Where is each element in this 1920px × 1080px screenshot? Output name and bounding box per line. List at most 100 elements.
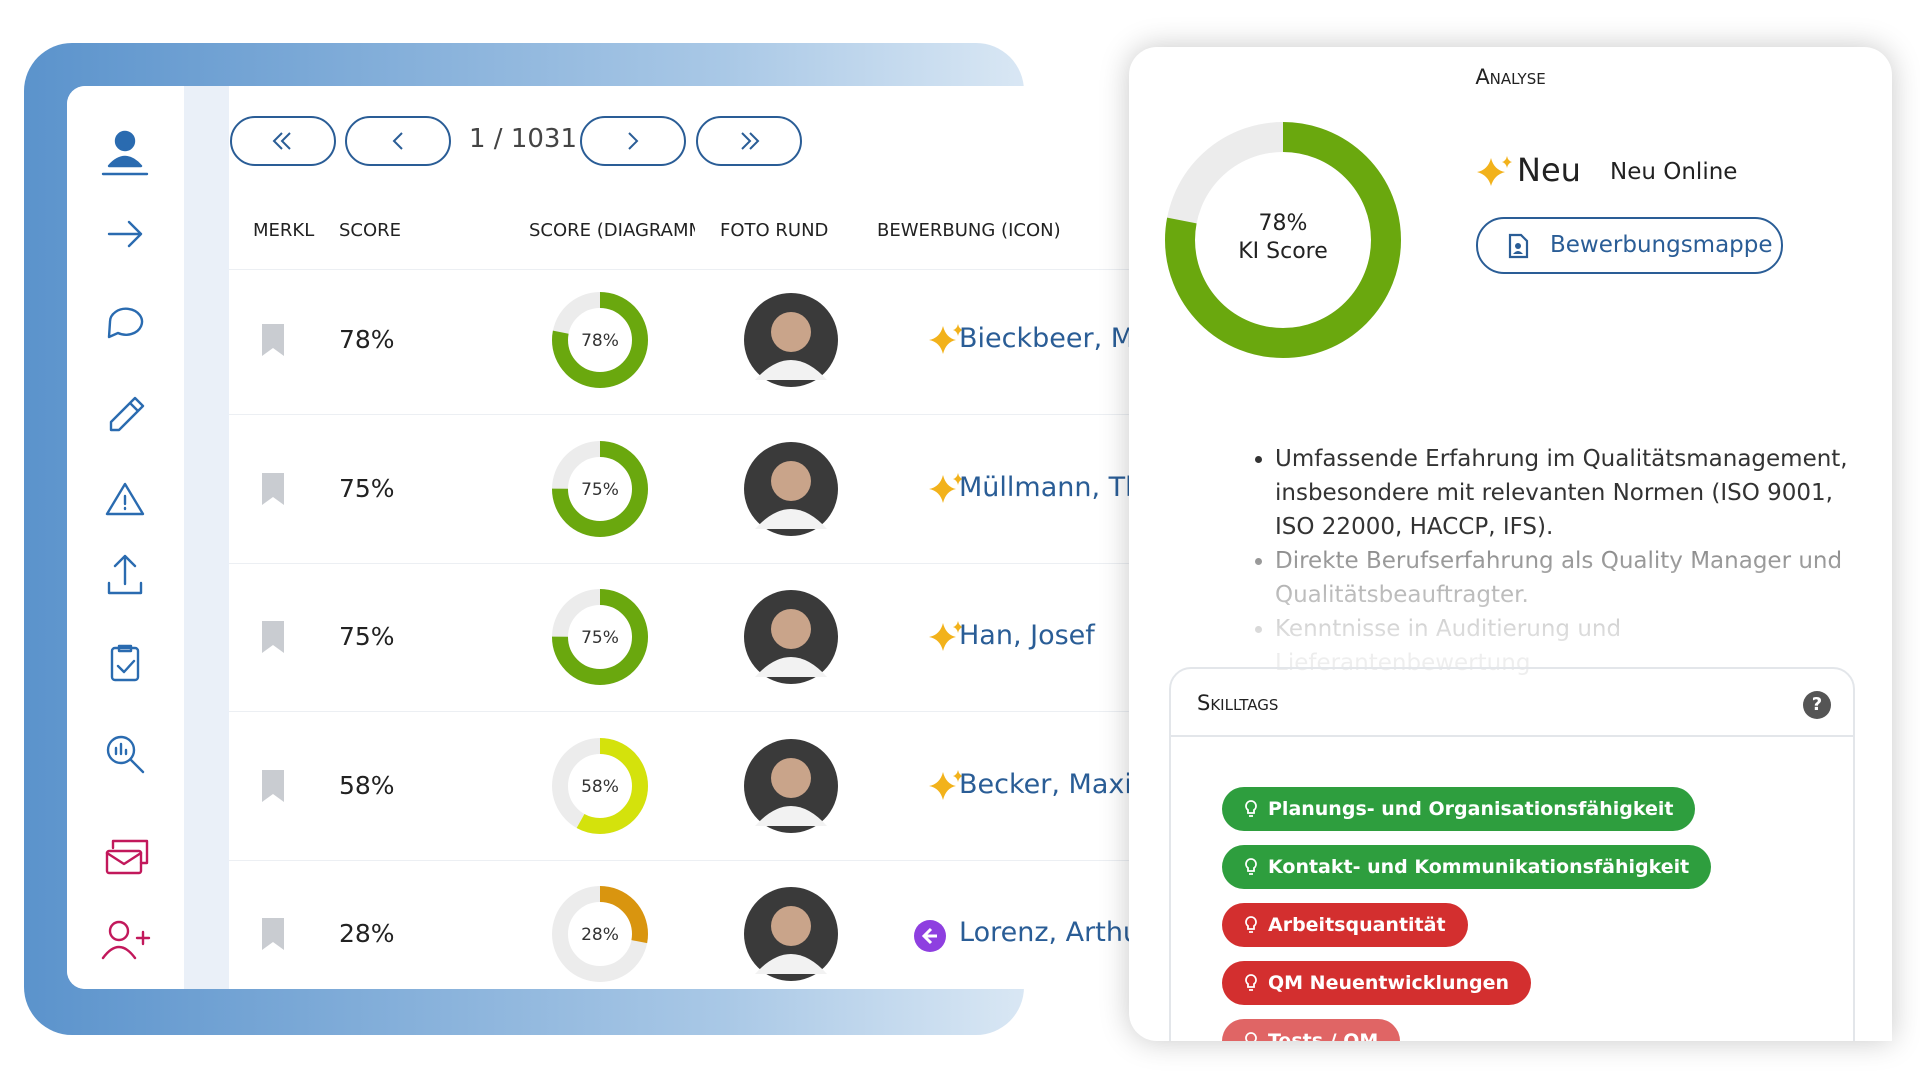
bulb-icon xyxy=(1245,974,1257,991)
skill-tag-label: Arbeitsquantität xyxy=(1268,914,1446,936)
help-button[interactable]: ? xyxy=(1803,691,1831,719)
documents-button[interactable]: Bewerbungsmappe xyxy=(1476,217,1783,274)
score-value: 28% xyxy=(339,919,395,948)
score-chart-label: 28% xyxy=(581,925,619,945)
first-page-button[interactable] xyxy=(230,116,336,166)
table-card: 1 / 1031 MERKL SCORE SCORE (DIAGRAMM FOTO R… xyxy=(67,86,1147,989)
sidebar-stripe xyxy=(184,86,229,989)
skill-tag-label: Tests / QM xyxy=(1268,1030,1379,1041)
column-header: BEWERBUNG (ICON) xyxy=(877,220,1061,241)
score-donut: 78% KI Score xyxy=(1165,122,1401,358)
photo-body xyxy=(755,657,827,677)
photo-face xyxy=(771,312,811,352)
bulb-icon xyxy=(1245,1032,1257,1041)
row-graphics: 58% xyxy=(262,737,963,834)
skilltags-card: Skilltags ? Planungs- und Organisationsf… xyxy=(1169,667,1855,1041)
sparkle-icon xyxy=(929,621,963,651)
row-graphics: 75% xyxy=(262,589,963,685)
nav-icons[interactable] xyxy=(101,130,149,774)
photo-body xyxy=(755,805,827,826)
last-page-button[interactable] xyxy=(696,116,802,166)
photo-body xyxy=(755,360,827,380)
skill-tag-label: Kontakt- und Kommunikationsfähigkeit xyxy=(1268,856,1690,878)
score-value: 75% xyxy=(339,473,395,503)
divider xyxy=(1171,735,1853,737)
table: MERKL SCORE SCORE (DIAGRAMM FOTO RUND BEWERB… xyxy=(67,86,1147,989)
summary-list: Umfassende Erfahrung im Qualitätsmanagem… xyxy=(1245,442,1855,680)
candidate-name: Müllmann, Th xyxy=(959,471,1143,503)
sidebar xyxy=(67,86,184,989)
column-header: FOTO RUND xyxy=(720,220,829,241)
donut-arc xyxy=(552,589,648,685)
next-page-button[interactable] xyxy=(580,116,686,166)
bookmark xyxy=(262,769,284,802)
score-chart-label: 58% xyxy=(581,777,619,797)
donut-arc xyxy=(552,737,648,834)
icon xyxy=(741,132,760,150)
score-chart-label: 78% xyxy=(581,331,619,351)
donut-arc xyxy=(552,440,648,537)
candidate-name: Bieckbeer, Mc xyxy=(959,323,1147,354)
skilltags-title: Skilltags xyxy=(1197,691,1279,715)
row-separator xyxy=(229,562,1147,564)
photo-face xyxy=(771,609,811,649)
sparkle-icon xyxy=(929,769,963,800)
status-detail: Neu Online xyxy=(1610,159,1738,185)
file-icon xyxy=(1508,233,1529,259)
row-graphics: 75% xyxy=(262,440,963,537)
photo-face xyxy=(771,460,811,501)
bookmark xyxy=(262,621,284,653)
row-separator xyxy=(229,414,1147,415)
donut-arc xyxy=(1165,122,1401,358)
sparkle-icon xyxy=(929,324,963,354)
icon xyxy=(392,132,403,150)
panel-title: Analyse xyxy=(1475,65,1546,89)
candidate-name: Han, Josef xyxy=(959,620,1095,651)
bulb-icon xyxy=(1245,800,1257,817)
page-indicator: 1 / 1031 xyxy=(469,124,577,154)
skill-tag[interactable]: QM Neuentwicklungen xyxy=(1222,961,1532,1005)
row-separator xyxy=(229,269,1147,270)
column-header: SCORE xyxy=(339,220,402,241)
row-graphics: 78% xyxy=(262,292,963,388)
sparkle-icon xyxy=(1477,156,1512,186)
candidate-name: Becker, Maxim xyxy=(959,768,1147,800)
summary-item: Direkte Berufserfahrung als Quality Mana… xyxy=(1275,544,1855,612)
tag-list: Planungs- und Organisationsfähigkeit Kont… xyxy=(1222,787,1782,1041)
score-caption: KI Score xyxy=(1238,239,1328,264)
row-graphics: 28% xyxy=(262,886,946,982)
photo-body xyxy=(755,954,827,974)
score-chart-label: 75% xyxy=(581,480,619,500)
photo-face xyxy=(771,757,811,798)
documents-button-label: Bewerbungsmappe xyxy=(1550,232,1773,258)
summary-item: Umfassende Erfahrung im Qualitätsmanagem… xyxy=(1275,442,1855,544)
bookmark xyxy=(262,472,284,505)
candidate-name: Lorenz, Arthur xyxy=(959,917,1147,948)
score-chart-label: 75% xyxy=(581,628,619,648)
skill-tag-label: QM Neuentwicklungen xyxy=(1268,972,1510,994)
photo-face xyxy=(771,906,811,946)
analysis-panel: Analyse 78% KI Score Neu Neu Online Bewer… xyxy=(1129,47,1892,1041)
summary-item: Kenntnisse in Auditierung und Lieferante… xyxy=(1275,612,1855,680)
icon xyxy=(628,132,639,150)
donut-arc xyxy=(552,886,648,982)
score-value: 78% xyxy=(339,325,395,354)
skill-tag-label: Planungs- und Organisationsfähigkeit xyxy=(1268,798,1674,820)
status: Neu xyxy=(1517,151,1581,189)
bulb-icon xyxy=(1245,916,1257,933)
prev-page-button[interactable] xyxy=(345,116,451,166)
bookmark xyxy=(262,918,284,950)
sparkle-icon xyxy=(929,472,963,503)
skill-tag[interactable]: Arbeitsquantität xyxy=(1222,903,1468,947)
score-label: 78% xyxy=(1259,211,1308,236)
status-arrow xyxy=(921,927,937,945)
row-separator xyxy=(229,711,1147,712)
score-value: 58% xyxy=(339,770,395,800)
admin-icons[interactable] xyxy=(101,839,151,960)
skill-tag[interactable]: Tests / QM xyxy=(1222,1019,1401,1041)
skill-tag[interactable]: Kontakt- und Kommunikationsfähigkeit xyxy=(1222,845,1712,889)
skill-tag[interactable]: Planungs- und Organisationsfähigkeit xyxy=(1222,787,1696,831)
column-header: SCORE (DIAGRAMM xyxy=(529,220,695,241)
column-header: MERKL xyxy=(253,220,315,241)
